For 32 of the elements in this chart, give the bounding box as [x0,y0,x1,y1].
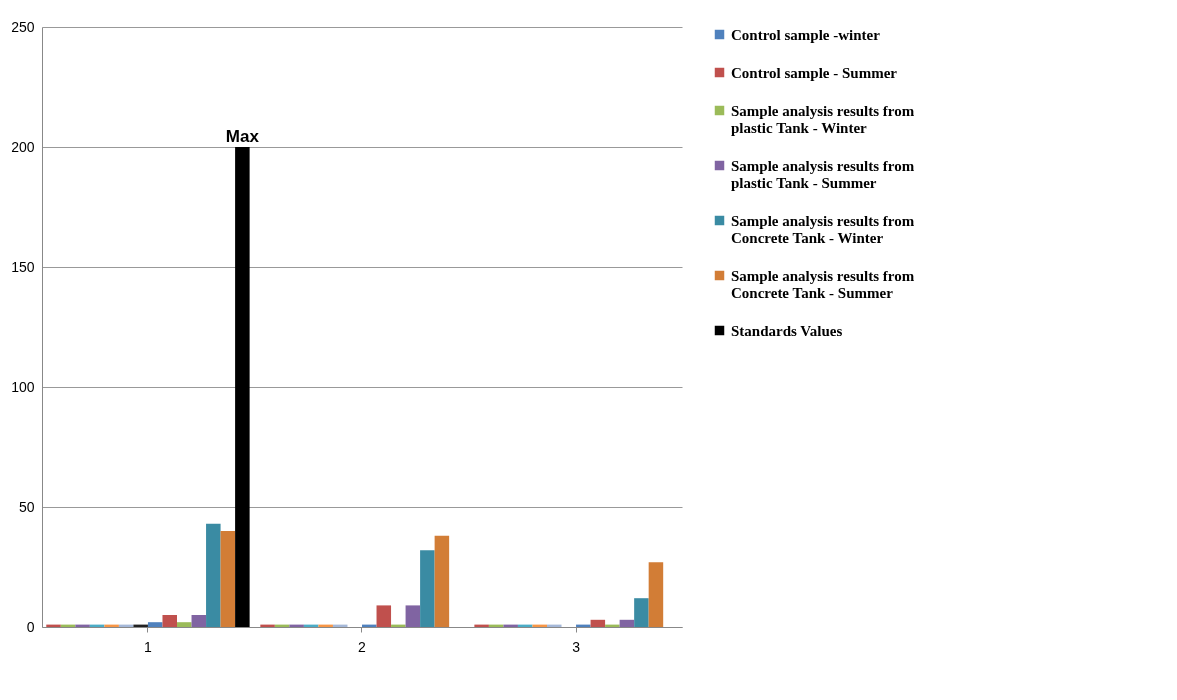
bar [634,598,649,627]
y-tick-label: 100 [11,378,35,395]
legend-label: Sample analysis results from plastic Tank - Summer [731,157,915,191]
legend-label: Control sample -winter [731,26,881,43]
bar [235,147,250,627]
bar [619,619,635,627]
bar [590,619,606,627]
bar [648,562,664,627]
legend-label: Sample analysis results from Concrete Tank - Summer [731,267,915,301]
y-tick-label: 0 [26,618,35,635]
x-tick-label: 3 [572,638,581,655]
legend-label: Standards Values [731,322,843,339]
bar [405,605,421,627]
y-tick-label: 150 [11,258,35,275]
x-tick-label: 1 [144,638,153,655]
legend-label: Sample analysis results from plastic Tank - Winter [731,102,915,136]
bar [206,523,221,627]
bar [420,550,435,627]
bar [220,531,236,627]
bar [147,622,163,627]
y-tick-label: 200 [11,138,35,155]
legend-label: Sample analysis results from Concrete Tank - Winter [731,212,915,246]
bar [434,535,450,627]
bar [177,622,192,627]
bar [162,615,177,627]
y-tick-label: 250 [11,18,35,35]
bar [376,605,392,627]
bar [191,615,207,627]
legend-label: Control sample - Summer [731,64,898,81]
y-tick-label: 50 [18,498,35,515]
x-tick-label: 2 [358,638,367,655]
annotation: Max [225,127,260,146]
